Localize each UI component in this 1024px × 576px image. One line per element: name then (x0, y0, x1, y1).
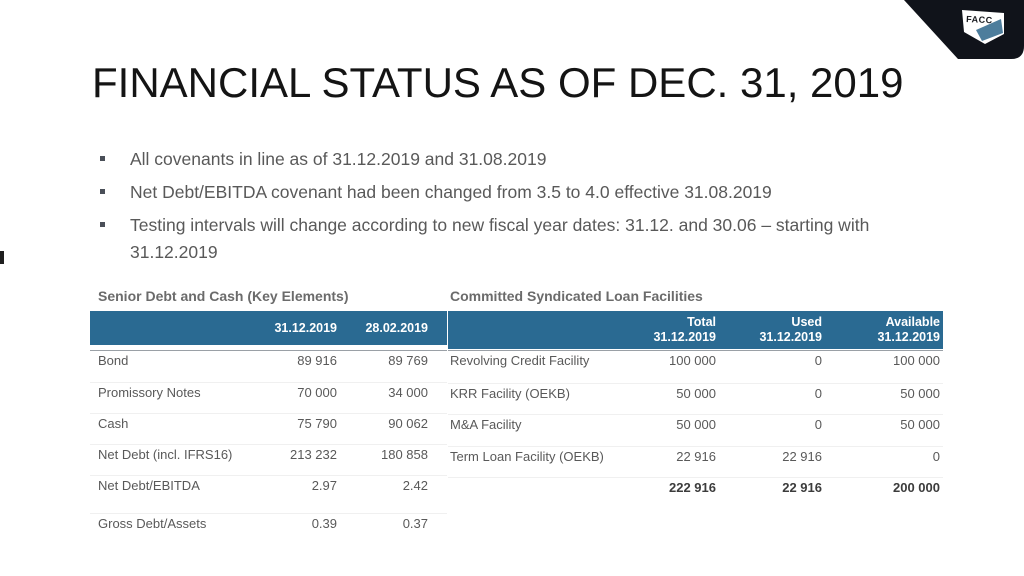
row-value: 213 232 (290, 447, 337, 462)
bullet-item: All covenants in line as of 31.12.2019 a… (100, 146, 892, 173)
row-value: 0 (814, 353, 822, 368)
row-label: Net Debt (incl. IFRS16) (98, 447, 233, 462)
column-header: Total 31.12.2019 (606, 315, 716, 349)
table-row: Promissory Notes 70 000 34 000 (90, 382, 447, 413)
row-value: 75 790 (297, 416, 337, 431)
column-header: Available 31.12.2019 (822, 315, 940, 349)
facc-logo-text: FACC (966, 14, 993, 25)
row-value: 0 (814, 385, 822, 401)
bullet-item: Testing intervals will change according … (100, 212, 892, 266)
total-value: 222 916 (669, 480, 716, 495)
row-value: 22 916 (782, 448, 822, 464)
row-value: 50 000 (900, 417, 940, 432)
table-row: KRR Facility (OEKB) 50 000 0 50 000 (448, 382, 943, 415)
senior-debt-table-header-row: 31.12.2019 28.02.2019 (90, 311, 447, 345)
row-value: 0.39 (311, 516, 337, 531)
row-value: 89 916 (297, 353, 337, 368)
row-value: 0.37 (402, 516, 428, 531)
facc-logo: FACC (904, 0, 1024, 59)
row-value: 100 000 (669, 353, 716, 368)
table-row: Gross Debt/Assets 0.39 0.37 (90, 513, 447, 544)
loan-facilities-table: Committed Syndicated Loan Facilities Tot… (448, 288, 943, 509)
row-value: 180 858 (381, 447, 428, 462)
row-value: 34 000 (388, 385, 428, 400)
row-label: Cash (98, 416, 129, 431)
bullet-list: All covenants in line as of 31.12.2019 a… (100, 146, 892, 272)
row-label: Revolving Credit Facility (450, 353, 590, 368)
row-value: 50 000 (676, 385, 716, 401)
row-value: 2.97 (311, 478, 337, 493)
bullet-text: Net Debt/EBITDA covenant had been change… (130, 182, 772, 202)
facc-logo-icon: FACC (904, 0, 1024, 59)
row-label: M&A Facility (450, 417, 522, 432)
row-value: 89 769 (388, 353, 428, 368)
bullet-square-icon (100, 179, 130, 206)
row-label: KRR Facility (OEKB) (450, 385, 570, 401)
row-value: 50 000 (900, 385, 940, 401)
total-value: 200 000 (893, 480, 940, 495)
column-header-line: 31.12.2019 (653, 330, 716, 344)
total-value: 22 916 (782, 480, 822, 495)
column-header-line: Available (885, 315, 940, 329)
table-row: Net Debt/EBITDA 2.97 2.42 (90, 475, 447, 506)
senior-debt-table-body: Bond 89 916 89 769 Promissory Notes 70 0… (90, 350, 447, 544)
table-row: Cash 75 790 90 062 (90, 413, 447, 444)
table-row: Bond 89 916 89 769 (90, 351, 447, 382)
row-label: Promissory Notes (98, 385, 201, 400)
row-label (450, 480, 606, 509)
row-value: 90 062 (388, 416, 428, 431)
row-label: Bond (98, 353, 129, 368)
row-value: 70 000 (297, 385, 337, 400)
bullet-text: Testing intervals will change according … (130, 215, 870, 262)
row-value: 0 (814, 417, 822, 432)
column-header: 28.02.2019 (365, 321, 428, 335)
page-title: FINANCIAL STATUS AS OF DEC. 31, 2019 (92, 59, 904, 106)
bullet-text: All covenants in line as of 31.12.2019 a… (130, 149, 547, 169)
table-row: Revolving Credit Facility 100 000 0 100 … (448, 351, 943, 383)
table-row: M&A Facility 50 000 0 50 000 (448, 414, 943, 446)
table-row: Term Loan Facility (OEKB) 22 916 22 916 … (448, 445, 943, 478)
row-label: Net Debt/EBITDA (98, 478, 200, 493)
column-header-line: 31.12.2019 (759, 330, 822, 344)
table-row: Net Debt (incl. IFRS16) 213 232 180 858 (90, 444, 447, 475)
row-label: Term Loan Facility (OEKB) (450, 448, 604, 464)
row-value: 0 (932, 448, 940, 464)
row-value: 100 000 (893, 353, 940, 368)
row-value: 2.42 (402, 478, 428, 493)
column-header-line: Total (687, 315, 716, 329)
column-header: 31.12.2019 (274, 321, 337, 335)
row-label: Gross Debt/Assets (98, 516, 207, 531)
loan-facilities-table-header-row: Total 31.12.2019 Used 31.12.2019 Availab… (448, 311, 943, 349)
senior-debt-table-heading: Senior Debt and Cash (Key Elements) (98, 288, 349, 304)
bullet-square-icon (100, 146, 130, 173)
bullet-square-icon (100, 212, 130, 266)
table-total-row: 222 916 22 916 200 000 (448, 477, 943, 509)
senior-debt-table: Senior Debt and Cash (Key Elements) 31.1… (90, 288, 447, 544)
loan-facilities-table-heading: Committed Syndicated Loan Facilities (450, 288, 703, 304)
edge-artifact (0, 251, 4, 264)
column-header-line: Used (791, 315, 822, 329)
column-header: Used 31.12.2019 (716, 315, 822, 349)
column-header-line: 31.12.2019 (877, 330, 940, 344)
loan-facilities-table-body: Revolving Credit Facility 100 000 0 100 … (448, 350, 943, 509)
bullet-item: Net Debt/EBITDA covenant had been change… (100, 179, 892, 206)
row-value: 22 916 (676, 448, 716, 464)
row-value: 50 000 (676, 417, 716, 432)
